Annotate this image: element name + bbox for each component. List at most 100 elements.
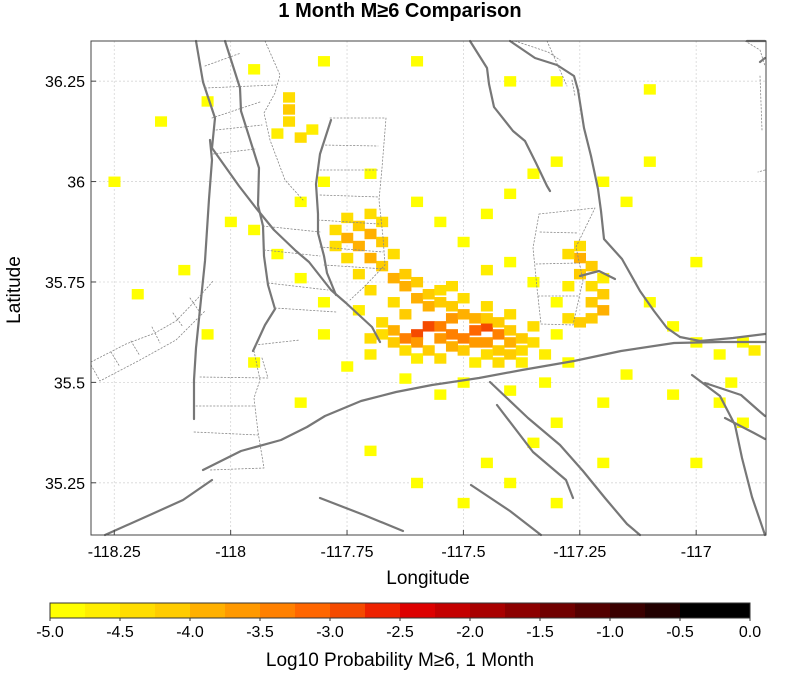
heatmap-cell xyxy=(364,349,377,360)
heatmap-cell xyxy=(457,309,470,320)
heatmap-cell xyxy=(131,289,144,300)
heatmap-cell xyxy=(411,56,424,67)
heatmap-cell xyxy=(504,188,517,200)
plot-area xyxy=(91,41,766,535)
y-tick-label: 35.5 xyxy=(54,375,85,392)
heatmap-cell xyxy=(690,457,703,469)
colorbar-swatch xyxy=(610,603,646,618)
fault-line xyxy=(578,269,617,281)
fault-lines xyxy=(90,39,767,537)
heatmap-cell xyxy=(573,317,587,328)
heatmap-cell xyxy=(399,309,412,320)
heatmap-cell xyxy=(411,276,424,288)
colorbar-tick-label: -2.0 xyxy=(456,624,484,641)
heatmap-cell xyxy=(445,313,458,324)
heatmap-cell xyxy=(620,196,633,208)
heatmap-cell xyxy=(492,317,505,328)
heatmap-cell xyxy=(306,124,319,135)
heatmap-cell xyxy=(434,297,447,308)
heatmap-cell xyxy=(422,301,435,312)
heatmap-cell xyxy=(178,264,191,276)
heatmap-cell xyxy=(411,477,424,489)
heatmap-cell xyxy=(364,228,377,240)
heatmap-cell xyxy=(445,301,458,312)
heatmap-cell xyxy=(457,497,470,509)
dashed-fault xyxy=(532,207,596,326)
fault-line xyxy=(469,483,543,537)
heatmap-cell xyxy=(480,313,493,324)
heatmap-cell xyxy=(504,385,517,396)
dashed-fault xyxy=(199,225,337,379)
colorbar-swatch xyxy=(540,603,576,618)
chart-title: 1 Month M≥6 Comparison xyxy=(278,0,521,22)
heatmap-cell xyxy=(294,132,307,143)
heatmap-cell xyxy=(352,305,365,316)
heatmap-cell xyxy=(283,116,296,127)
x-tick-label: -118 xyxy=(215,544,246,561)
colorbar-swatch xyxy=(435,603,471,618)
heatmap-cell xyxy=(667,321,680,332)
heatmap-cell xyxy=(399,333,412,344)
heatmap-cell xyxy=(317,56,330,67)
x-axis-label: Longitude xyxy=(386,568,469,589)
heatmap-cell xyxy=(283,92,296,103)
colorbar-swatch xyxy=(260,603,296,618)
heatmap-cell xyxy=(469,313,482,324)
heatmap-cell xyxy=(597,272,610,284)
heatmap-cell xyxy=(643,156,656,167)
heatmap-cell xyxy=(411,329,424,340)
fault-line xyxy=(723,416,767,441)
heatmap-cell xyxy=(504,76,517,87)
colorbar-swatch xyxy=(50,603,86,618)
dashed-fault xyxy=(263,40,304,201)
colorbar-tick-label: -5.0 xyxy=(36,624,64,641)
heatmap-cell xyxy=(748,345,761,356)
colorbar-label: Log10 Probability M≥6, 1 Month xyxy=(266,650,534,671)
heatmap-cell xyxy=(271,248,284,260)
heatmap-cell xyxy=(527,337,540,348)
x-tick-label: -117.5 xyxy=(441,544,485,561)
heatmap-cell xyxy=(411,196,424,208)
colorbar-swatch xyxy=(715,603,751,618)
heatmap-cell xyxy=(387,337,400,348)
heatmap-cell xyxy=(597,305,610,316)
fault-line xyxy=(495,403,575,500)
fault-line xyxy=(314,118,338,297)
fault-line xyxy=(201,340,767,472)
heatmap-cell xyxy=(550,156,563,167)
heatmap-cell xyxy=(469,325,482,336)
heatmap-cell xyxy=(504,477,517,489)
fault-line xyxy=(703,381,767,418)
heatmap-cell xyxy=(271,128,284,139)
heatmap-cell xyxy=(562,280,575,292)
heatmap-cell xyxy=(364,284,377,296)
heatmap-cell xyxy=(294,397,307,408)
heatmap-cell xyxy=(480,349,493,360)
heatmap-cell xyxy=(317,176,330,187)
heatmap-cell xyxy=(376,260,389,272)
heatmap-cell xyxy=(480,301,493,312)
dashed-fault xyxy=(317,117,387,301)
heatmap-cell xyxy=(562,313,575,324)
heatmap-cell xyxy=(387,248,400,260)
heatmap-cell xyxy=(550,297,563,308)
fault-line xyxy=(488,380,642,537)
heatmap-cell xyxy=(201,96,214,107)
heatmap-cell xyxy=(387,297,400,308)
heatmap-cell xyxy=(573,268,587,280)
heatmap-cell xyxy=(364,333,377,344)
colorbar-tick-label: -3.0 xyxy=(316,624,344,641)
heatmap-cell xyxy=(492,357,505,368)
dashed-fault xyxy=(90,279,215,382)
heatmap-cell xyxy=(434,284,447,296)
y-axis-ticks: 35.25 35.5 35.75 36 36.25 xyxy=(45,74,96,493)
heatmap-cell xyxy=(387,325,400,336)
heatmap-cell xyxy=(597,397,610,408)
heatmap-cell xyxy=(504,349,517,360)
heatmap-cell xyxy=(457,293,470,304)
heatmap-cell xyxy=(352,268,365,280)
heatmap-cells xyxy=(108,56,761,509)
fault-line xyxy=(678,332,767,343)
heatmap-cell xyxy=(667,389,680,400)
